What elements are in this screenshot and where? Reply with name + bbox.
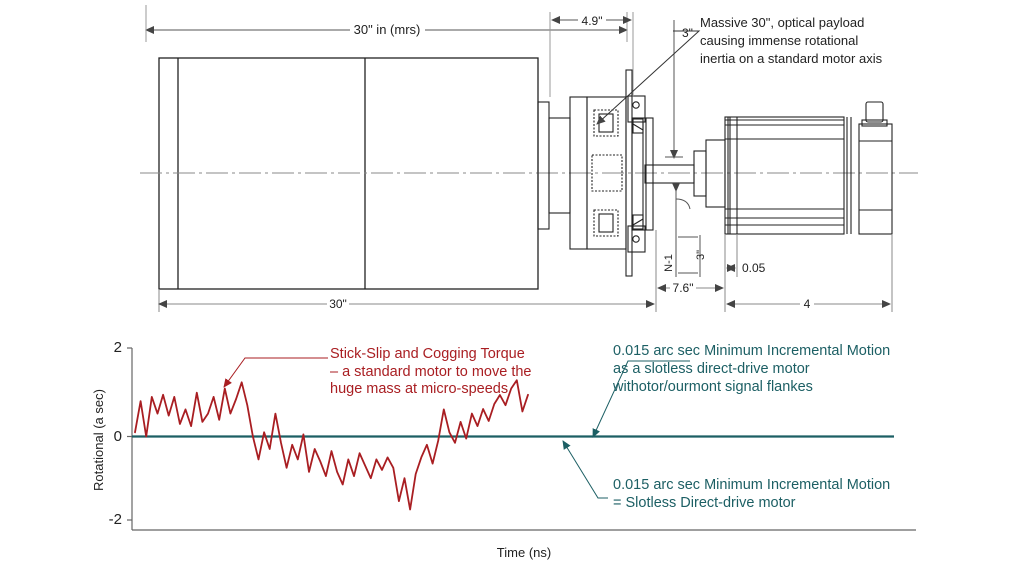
- svg-text:0: 0: [114, 428, 122, 445]
- svg-text:0.05: 0.05: [742, 261, 766, 275]
- svg-text:Stick-Slip and Cogging Torque: Stick-Slip and Cogging Torque: [330, 346, 525, 362]
- svg-text:30": 30": [329, 297, 347, 311]
- svg-text:4: 4: [804, 297, 811, 311]
- svg-text:N-1: N-1: [663, 254, 675, 272]
- svg-text:as a slotless direct-drive mot: as a slotless direct-drive motor: [613, 361, 810, 377]
- svg-text:2: 2: [114, 339, 122, 356]
- svg-text:– a standard motor to move the: – a standard motor to move the: [330, 364, 532, 380]
- svg-text:Rotational (a sec): Rotational (a sec): [91, 389, 106, 491]
- svg-text:inertia on a standard motor ax: inertia on a standard motor axis: [700, 51, 883, 66]
- svg-text:Time (ns): Time (ns): [497, 545, 551, 560]
- svg-text:-2: -2: [109, 511, 122, 528]
- svg-text:0.015 arc sec Minimum Incremen: 0.015 arc sec Minimum Incremental Motion: [613, 477, 890, 493]
- svg-text:= Slotless Direct-drive motor: = Slotless Direct-drive motor: [613, 495, 796, 511]
- svg-text:huge mass at micro-speeds: huge mass at micro-speeds: [330, 381, 508, 397]
- svg-text:7.6": 7.6": [673, 281, 694, 295]
- svg-text:withotor/ourmont signal flanke: withotor/ourmont signal flankes: [612, 379, 813, 395]
- svg-text:0.015 arc sec Minimum Incremen: 0.015 arc sec Minimum Incremental Motion: [613, 343, 890, 359]
- svg-text:30" in (mrs): 30" in (mrs): [354, 22, 421, 37]
- svg-text:3": 3": [695, 250, 707, 260]
- svg-text:causing immense rotational: causing immense rotational: [700, 33, 858, 48]
- svg-text:4.9": 4.9": [582, 14, 603, 28]
- svg-text:Massive 30", optical payload: Massive 30", optical payload: [700, 15, 864, 30]
